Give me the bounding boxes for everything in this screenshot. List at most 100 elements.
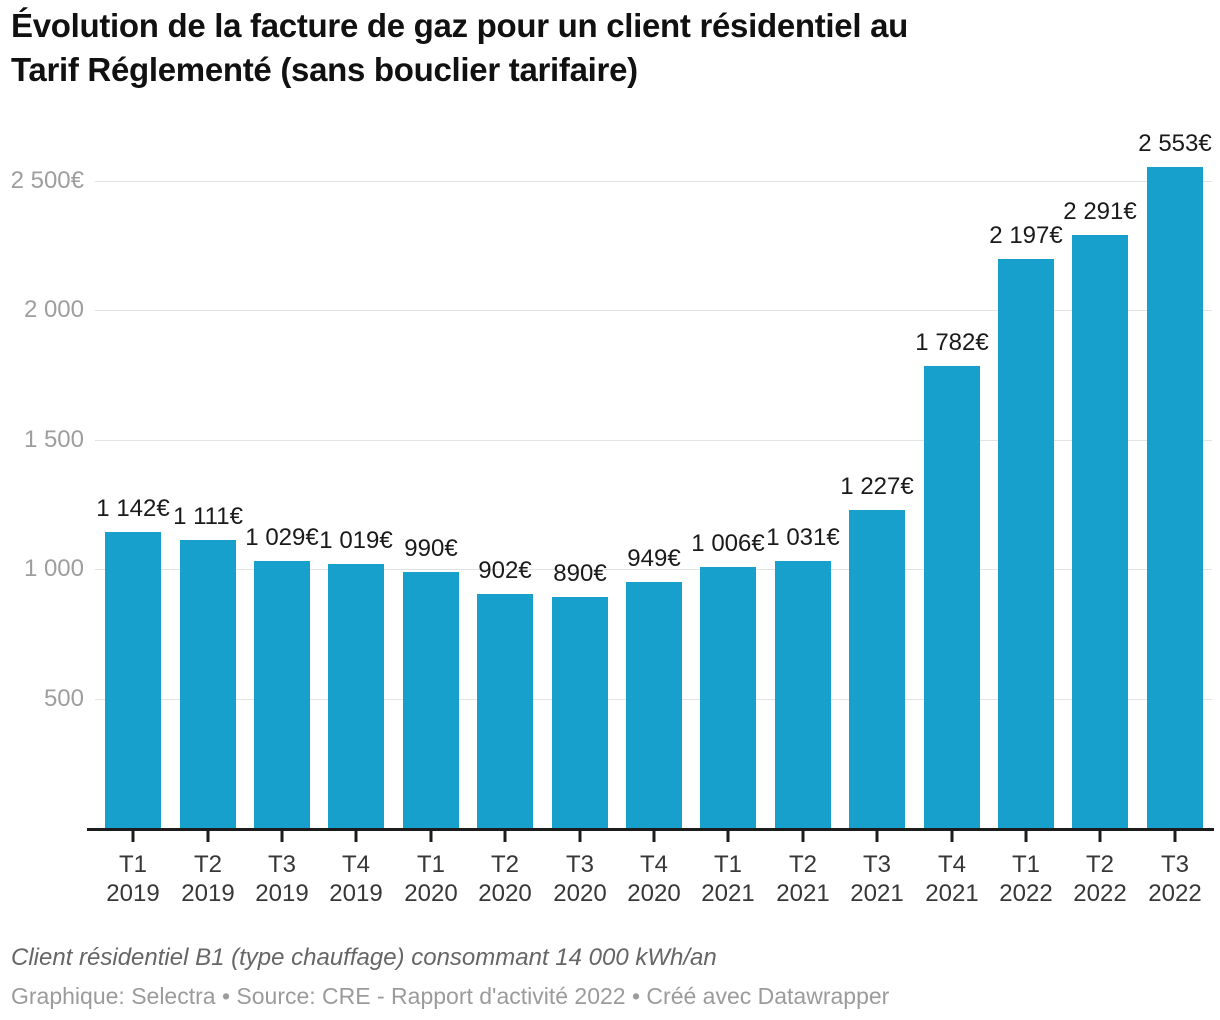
x-axis-tick (354, 831, 358, 842)
bar (105, 532, 161, 828)
x-axis-label-year: 2022 (1073, 880, 1127, 907)
bar-value-label: 1 029€ (245, 524, 319, 551)
x-axis-label-year: 2020 (478, 880, 532, 907)
chart-title-line2: Tarif Réglementé (sans bouclier tarifair… (11, 51, 638, 88)
bar-value-label: 1 111€ (173, 503, 243, 530)
x-axis-label: T4 2021 (925, 850, 978, 908)
bar (180, 540, 236, 828)
x-axis-label-year: 2020 (627, 880, 681, 907)
x-axis-tick (131, 831, 135, 842)
bar-value-label: 1 227€ (840, 473, 914, 500)
bar-value-label: 1 006€ (691, 530, 765, 557)
x-axis-label: T4 2020 (627, 850, 680, 908)
gridline (95, 440, 1212, 441)
bar-value-label: 902€ (478, 557, 532, 584)
y-axis-tick-label: 1 500 (23, 426, 84, 453)
x-axis-label: T1 2020 (404, 850, 457, 908)
bar-value-label: 1 782€ (915, 329, 989, 356)
bar (328, 564, 384, 828)
x-axis-tick (1098, 831, 1102, 842)
bar-value-label: 2 291€ (1063, 198, 1137, 225)
y-axis-tick-label: 500 (43, 685, 84, 712)
bar (552, 597, 608, 828)
bar (924, 366, 980, 828)
x-axis-label-year: 2021 (850, 880, 904, 907)
x-axis-label-quarter: T1 (118, 851, 148, 878)
x-axis-label-quarter: T4 (937, 851, 967, 878)
gridline (95, 310, 1212, 311)
x-axis-label-year: 2019 (106, 880, 160, 907)
x-axis-label-year: 2021 (701, 880, 755, 907)
x-axis-tick (726, 831, 730, 842)
x-axis-tick (801, 831, 805, 842)
bar-value-label: 2 197€ (989, 222, 1063, 249)
x-axis-label-quarter: T1 (416, 851, 446, 878)
x-axis-label-quarter: T3 (565, 851, 595, 878)
y-axis-tick-label: 1 000 (23, 555, 84, 582)
x-axis-label-year: 2022 (999, 880, 1053, 907)
x-axis-label-year: 2020 (404, 880, 458, 907)
x-axis-label-year: 2019 (255, 880, 309, 907)
bar-value-label: 990€ (404, 535, 458, 562)
x-axis-label: T2 2021 (776, 850, 829, 908)
x-axis-label: T3 2019 (255, 850, 308, 908)
bar (849, 510, 905, 828)
x-axis-label-year: 2021 (776, 880, 830, 907)
x-axis-label-quarter: T3 (1160, 851, 1190, 878)
bar (775, 561, 831, 828)
x-axis-label-quarter: T3 (267, 851, 297, 878)
x-axis-label-year: 2021 (925, 880, 979, 907)
x-axis-label-quarter: T1 (713, 851, 743, 878)
x-axis-tick (950, 831, 954, 842)
x-axis-tick (429, 831, 433, 842)
bar-value-label: 949€ (627, 545, 681, 572)
bar (700, 567, 756, 828)
x-axis-label-quarter: T4 (341, 851, 371, 878)
bar (998, 259, 1054, 828)
bar (254, 561, 310, 828)
x-axis-label-quarter: T4 (639, 851, 669, 878)
x-axis-label: T4 2019 (329, 850, 382, 908)
x-axis-tick (578, 831, 582, 842)
chart-title: Évolution de la facture de gaz pour un c… (11, 4, 908, 92)
bar (1072, 235, 1128, 828)
x-axis-label-year: 2022 (1148, 880, 1202, 907)
x-axis-label: T3 2020 (553, 850, 606, 908)
y-axis-tick-label: 2 000 (23, 296, 84, 323)
x-axis-label-quarter: T3 (862, 851, 892, 878)
bar-value-label: 2 553€ (1138, 130, 1212, 157)
x-axis-tick (206, 831, 210, 842)
x-axis-label-quarter: T2 (1085, 851, 1115, 878)
bar-value-label: 1 019€ (319, 527, 393, 554)
y-axis-tick-label: 2 500€ (10, 167, 84, 194)
bar-value-label: 1 142€ (96, 495, 170, 522)
gridline (95, 569, 1212, 570)
x-axis-tick (875, 831, 879, 842)
x-axis-label: T2 2020 (478, 850, 531, 908)
gridline (95, 181, 1212, 182)
bar (626, 582, 682, 828)
x-axis-tick (1024, 831, 1028, 842)
bar (1147, 167, 1203, 828)
x-axis-label-quarter: T2 (788, 851, 818, 878)
x-axis-line (87, 828, 1214, 831)
chart-title-line1: Évolution de la facture de gaz pour un c… (11, 7, 908, 44)
x-axis-label-quarter: T2 (490, 851, 520, 878)
x-axis-label: T1 2022 (999, 850, 1052, 908)
bar (403, 572, 459, 828)
x-axis-tick (503, 831, 507, 842)
x-axis-label-year: 2020 (553, 880, 607, 907)
chart-note: Client résidentiel B1 (type chauffage) c… (11, 944, 717, 971)
x-axis-label: T2 2019 (181, 850, 234, 908)
bar-value-label: 890€ (553, 560, 607, 587)
x-axis-label-year: 2019 (329, 880, 383, 907)
x-axis-label: T2 2022 (1073, 850, 1126, 908)
bar (477, 594, 533, 828)
x-axis-tick (1173, 831, 1177, 842)
x-axis-tick (652, 831, 656, 842)
x-axis-label-quarter: T1 (1011, 851, 1041, 878)
x-axis-label: T1 2019 (106, 850, 159, 908)
x-axis-tick (280, 831, 284, 842)
